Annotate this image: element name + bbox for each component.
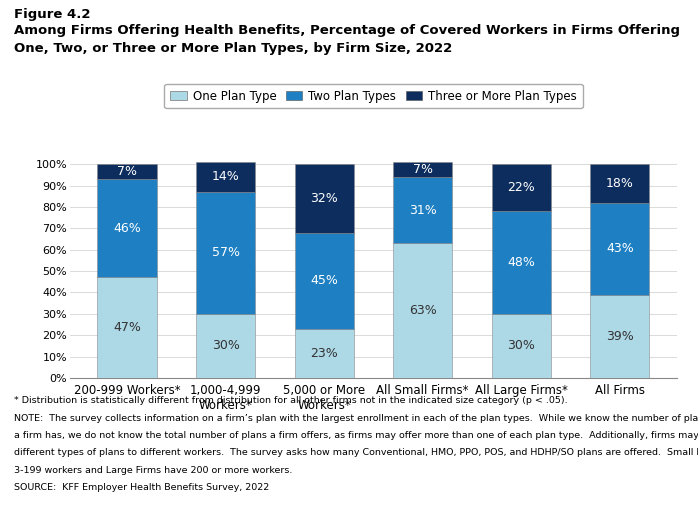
Text: One, Two, or Three or More Plan Types, by Firm Size, 2022: One, Two, or Three or More Plan Types, b…: [14, 42, 452, 55]
Text: 39%: 39%: [606, 330, 634, 343]
Text: SOURCE:  KFF Employer Health Benefits Survey, 2022: SOURCE: KFF Employer Health Benefits Sur…: [14, 483, 269, 492]
Text: 14%: 14%: [211, 171, 239, 183]
Text: * Distribution is statistically different from distribution for all other firms : * Distribution is statistically differen…: [14, 396, 567, 405]
Text: Among Firms Offering Health Benefits, Percentage of Covered Workers in Firms Off: Among Firms Offering Health Benefits, Pe…: [14, 24, 680, 37]
Bar: [393, 162, 452, 177]
Text: 46%: 46%: [113, 222, 141, 235]
Bar: [491, 314, 551, 378]
Bar: [491, 164, 551, 211]
Bar: [295, 164, 354, 233]
Text: NOTE:  The survey collects information on a firm’s plan with the largest enrollm: NOTE: The survey collects information on…: [14, 414, 698, 423]
Text: 7%: 7%: [117, 165, 137, 178]
Text: 48%: 48%: [507, 256, 535, 269]
Text: 45%: 45%: [310, 274, 338, 287]
Legend: One Plan Type, Two Plan Types, Three or More Plan Types: One Plan Type, Two Plan Types, Three or …: [164, 83, 583, 108]
Text: 47%: 47%: [113, 321, 141, 334]
Bar: [393, 243, 452, 378]
Bar: [196, 192, 255, 314]
Text: different types of plans to different workers.  The survey asks how many Convent: different types of plans to different wo…: [14, 448, 698, 457]
Text: 57%: 57%: [211, 246, 239, 259]
Text: 30%: 30%: [211, 340, 239, 352]
Bar: [591, 164, 649, 203]
Text: 31%: 31%: [409, 204, 436, 217]
Bar: [295, 233, 354, 329]
Text: 32%: 32%: [311, 192, 338, 205]
Bar: [393, 177, 452, 243]
Text: 30%: 30%: [507, 340, 535, 352]
Text: a firm has, we do not know the total number of plans a firm offers, as firms may: a firm has, we do not know the total num…: [14, 431, 698, 440]
Text: 3-199 workers and Large Firms have 200 or more workers.: 3-199 workers and Large Firms have 200 o…: [14, 466, 292, 475]
Text: 22%: 22%: [507, 181, 535, 194]
Bar: [196, 162, 255, 192]
Bar: [295, 329, 354, 378]
Text: 63%: 63%: [409, 304, 436, 317]
Text: 43%: 43%: [606, 242, 634, 255]
Bar: [98, 164, 156, 179]
Bar: [98, 179, 156, 278]
Bar: [196, 314, 255, 378]
Bar: [491, 211, 551, 314]
Bar: [591, 203, 649, 295]
Text: 7%: 7%: [413, 163, 433, 176]
Bar: [98, 278, 156, 378]
Bar: [591, 295, 649, 378]
Text: 18%: 18%: [606, 177, 634, 190]
Text: Figure 4.2: Figure 4.2: [14, 8, 91, 21]
Text: 23%: 23%: [311, 347, 338, 360]
